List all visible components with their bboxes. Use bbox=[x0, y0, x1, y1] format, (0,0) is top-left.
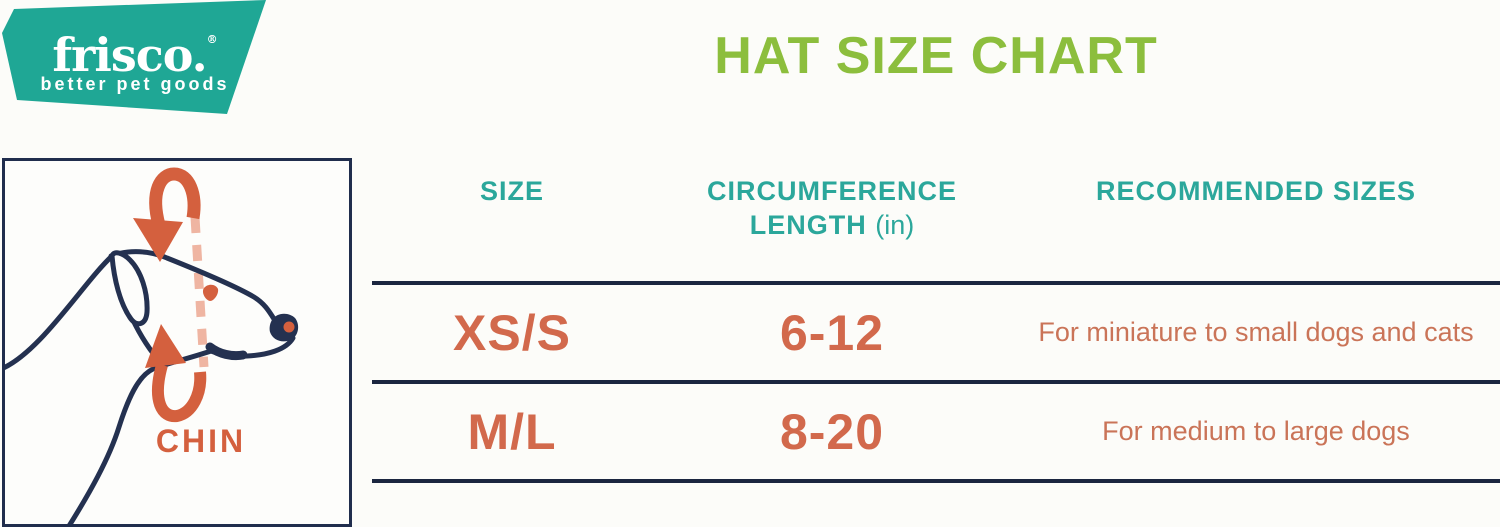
brand-name: frisco.® bbox=[2, 14, 266, 82]
brand-tagline: better pet goods bbox=[40, 74, 230, 94]
chin-label: CHIN bbox=[156, 423, 246, 459]
header-circumference: CIRCUMFERENCE LENGTH (in) bbox=[652, 160, 1012, 242]
bottom-measure-arrow-icon bbox=[145, 324, 207, 423]
dog-nostril bbox=[283, 321, 295, 333]
dog-ear bbox=[109, 250, 150, 327]
dog-head-illustration: CHIN bbox=[5, 167, 299, 524]
circumference-value: 8-20 bbox=[779, 403, 885, 460]
dashed-measure-line bbox=[190, 216, 209, 368]
table-row: M/L 8-20 For medium to large dogs bbox=[372, 384, 1500, 483]
hat-size-table: SIZE CIRCUMFERENCE LENGTH (in) RECOMMEND… bbox=[372, 160, 1500, 483]
dog-eye bbox=[202, 284, 219, 301]
page-title: HAT SIZE CHART bbox=[714, 27, 1158, 85]
measurement-illustration: CHIN bbox=[2, 158, 352, 527]
brand-wordmark: frisco. bbox=[52, 28, 207, 82]
header-circumference-line2: LENGTH bbox=[749, 210, 867, 240]
recommended-value: For medium to large dogs bbox=[1102, 416, 1410, 446]
table-header-row: SIZE CIRCUMFERENCE LENGTH (in) RECOMMEND… bbox=[372, 160, 1500, 285]
top-measure-arrow-icon bbox=[133, 167, 201, 262]
recommended-value: For miniature to small dogs and cats bbox=[1038, 317, 1474, 347]
frisco-logo: frisco.® better pet goods bbox=[2, 0, 266, 114]
size-value: M/L bbox=[467, 403, 557, 460]
header-recommended: RECOMMENDED SIZES bbox=[1095, 176, 1417, 206]
header-circumference-unit: (in) bbox=[875, 210, 915, 240]
circumference-value: 6-12 bbox=[779, 304, 885, 361]
header-size: SIZE bbox=[479, 176, 544, 206]
header-circumference-line1: CIRCUMFERENCE bbox=[706, 176, 957, 206]
size-value: XS/S bbox=[453, 304, 571, 361]
table-row: XS/S 6-12 For miniature to small dogs an… bbox=[372, 285, 1500, 384]
dog-outline bbox=[5, 249, 296, 524]
registered-mark: ® bbox=[206, 33, 218, 46]
